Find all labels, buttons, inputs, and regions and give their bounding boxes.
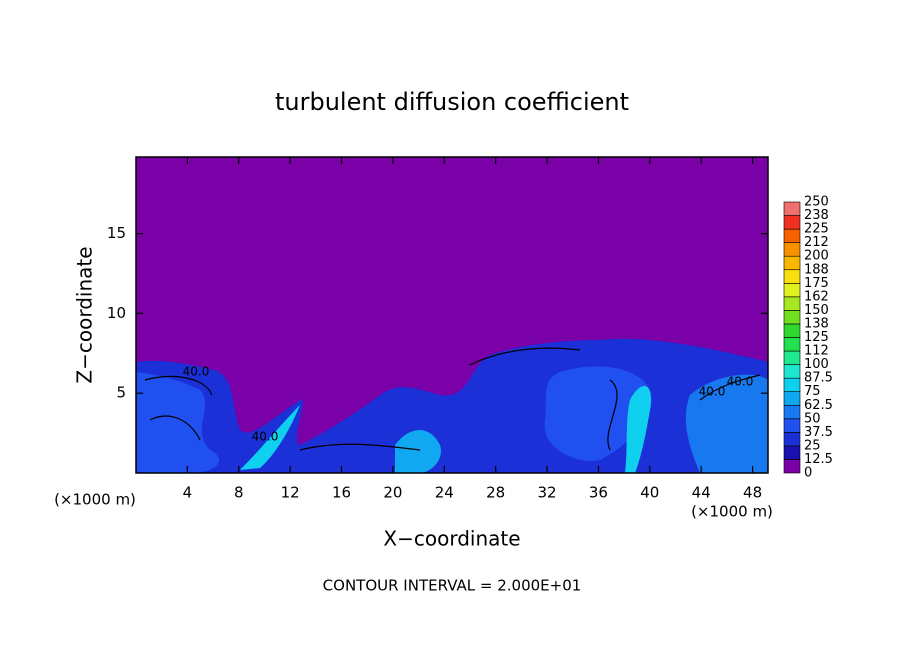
y-axis-label: Z−coordinate (73, 246, 97, 383)
field-region (685, 374, 768, 473)
colorbar-label: 37.5 (804, 425, 833, 440)
y-tick-label: 15 (107, 224, 126, 242)
colorbar-label: 162 (804, 289, 829, 304)
colorbar-segment (783, 323, 801, 338)
contour-line (144, 347, 761, 451)
colorbar-segment (783, 364, 801, 379)
colorbar-segment (783, 404, 801, 420)
colorbar-label: 0 (804, 466, 812, 481)
footnote: CONTOUR INTERVAL = 2.000E+01 (323, 577, 582, 595)
colorbar-segment (783, 296, 801, 311)
colorbar-label: 250 (804, 195, 829, 210)
colorbar-segment (783, 445, 801, 460)
colorbar-label: 25 (804, 438, 821, 453)
colorbar-label: 138 (804, 316, 829, 331)
x-tick-label: 16 (332, 484, 351, 502)
colorbar-segment (783, 282, 801, 298)
colorbar-segment (783, 228, 801, 243)
x-tick-label: 32 (538, 484, 557, 502)
colorbar-label: 100 (804, 357, 829, 372)
y-tick-label: 5 (116, 384, 126, 402)
contour-label: 40.0 (727, 375, 754, 389)
colorbar-label: 200 (804, 249, 829, 264)
colorbar-segment (783, 269, 801, 284)
x-tick-label: 20 (383, 484, 402, 502)
x-tick-label: 8 (234, 484, 244, 502)
colorbar-segment (783, 432, 801, 447)
colorbar-label: 188 (804, 262, 829, 277)
contour-label: 40.0 (252, 430, 279, 444)
y-tick-label: 10 (107, 304, 126, 322)
chart-title: turbulent diffusion coefficient (275, 88, 629, 116)
colorbar-segment (783, 310, 801, 325)
colorbar-segment (783, 418, 801, 433)
colorbar-label: 50 (804, 411, 821, 426)
colorbar-segment (783, 391, 801, 406)
colorbar-label: 62.5 (804, 398, 833, 413)
colorbar-label: 175 (804, 276, 829, 291)
x-tick-label: 28 (486, 484, 505, 502)
colorbar-label: 238 (804, 208, 829, 223)
colorbar-label: 225 (804, 222, 829, 237)
colorbar-label: 112 (804, 344, 829, 359)
colorbar-label: 150 (804, 303, 829, 318)
colorbar-label: 12.5 (804, 452, 833, 467)
colorbar-segment (783, 459, 801, 474)
field-region (625, 386, 651, 473)
x-tick-label: 36 (589, 484, 608, 502)
field-region (136, 372, 220, 473)
x-unit-label: (×1000 m) (54, 491, 136, 509)
x-unit-label: (×1000 m) (691, 503, 773, 521)
colorbar-label: 125 (804, 330, 829, 345)
x-axis-label: X−coordinate (383, 527, 520, 551)
field-region (240, 405, 300, 470)
colorbar-segment (783, 377, 801, 392)
x-tick-label: 40 (640, 484, 659, 502)
x-tick-label: 24 (435, 484, 454, 502)
contour-label: 40.0 (699, 385, 726, 399)
field (136, 157, 768, 473)
colorbar-segment (783, 242, 801, 257)
colorbar-segment (783, 215, 801, 230)
x-tick-label: 44 (692, 484, 711, 502)
colorbar-segment (783, 201, 801, 216)
colorbar-segment (783, 337, 801, 352)
colorbar-label: 75 (804, 384, 821, 399)
field-region (544, 366, 652, 461)
field-region (395, 430, 441, 473)
plot-frame (135, 156, 769, 474)
colorbar-label: 212 (804, 235, 829, 250)
contour-label: 40.0 (183, 365, 210, 379)
colorbar-label: 87.5 (804, 371, 833, 386)
x-tick-label: 4 (183, 484, 193, 502)
x-tick-label: 12 (281, 484, 300, 502)
colorbar-segment (783, 350, 801, 365)
x-tick-label: 48 (743, 484, 762, 502)
colorbar-segment (783, 255, 801, 271)
